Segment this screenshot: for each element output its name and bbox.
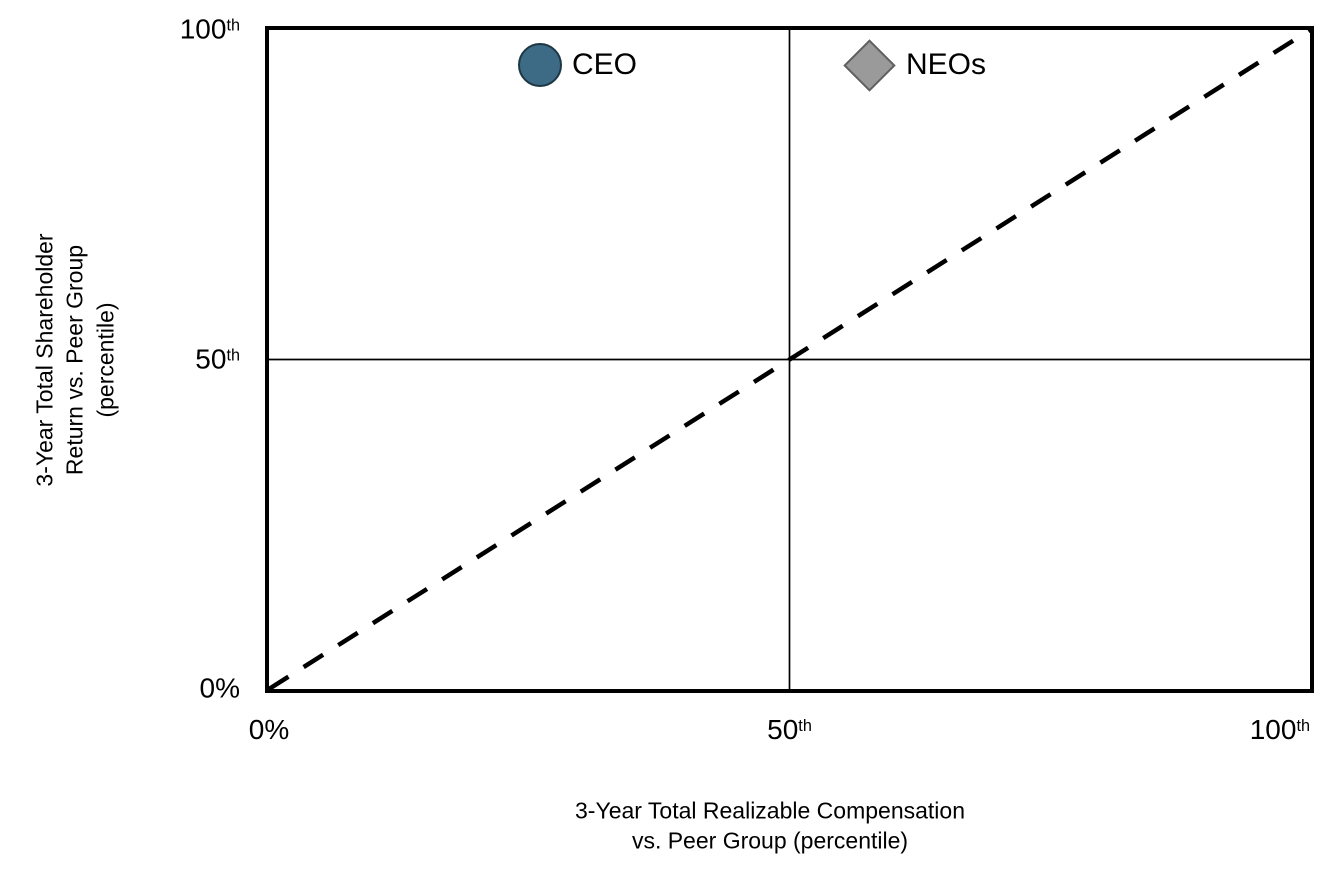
tick-suffix: th — [226, 16, 240, 35]
y-axis-title: 3-Year Total Shareholder Return vs. Peer… — [31, 233, 119, 487]
reference-lines-canvas — [269, 30, 1310, 689]
legend-entry-ceo: CEO — [518, 43, 637, 87]
tick-label: 50 — [195, 343, 227, 375]
x-axis-title: 3-Year Total Realizable Compensation vs.… — [575, 797, 965, 854]
neos-diamond-marker — [843, 38, 896, 92]
tick-suffix: th — [226, 345, 240, 364]
x-tick-100: 100th — [1249, 714, 1310, 746]
tick-label: 0% — [199, 672, 240, 704]
plot-area: CEO NEOs — [265, 26, 1314, 693]
legend-label: NEOs — [906, 48, 987, 81]
tick-label: 0% — [248, 714, 290, 745]
legend-entry-neos: NEOs — [843, 38, 987, 92]
ceo-circle-marker — [518, 43, 562, 87]
tick-label: 100 — [1249, 714, 1297, 745]
y-tick-100: 100th — [179, 13, 240, 46]
tick-label: 100 — [179, 13, 227, 45]
x-tick-50: 50th — [767, 714, 812, 746]
tick-label: 50 — [767, 714, 799, 745]
tick-suffix: th — [1296, 716, 1310, 735]
x-tick-0: 0% — [248, 714, 290, 746]
y-tick-50: 50th — [195, 343, 240, 375]
legend-label: CEO — [572, 48, 638, 81]
tick-suffix: th — [798, 716, 812, 735]
y-tick-0: 0% — [199, 672, 240, 705]
alignment-diagonal-line — [269, 30, 1310, 689]
